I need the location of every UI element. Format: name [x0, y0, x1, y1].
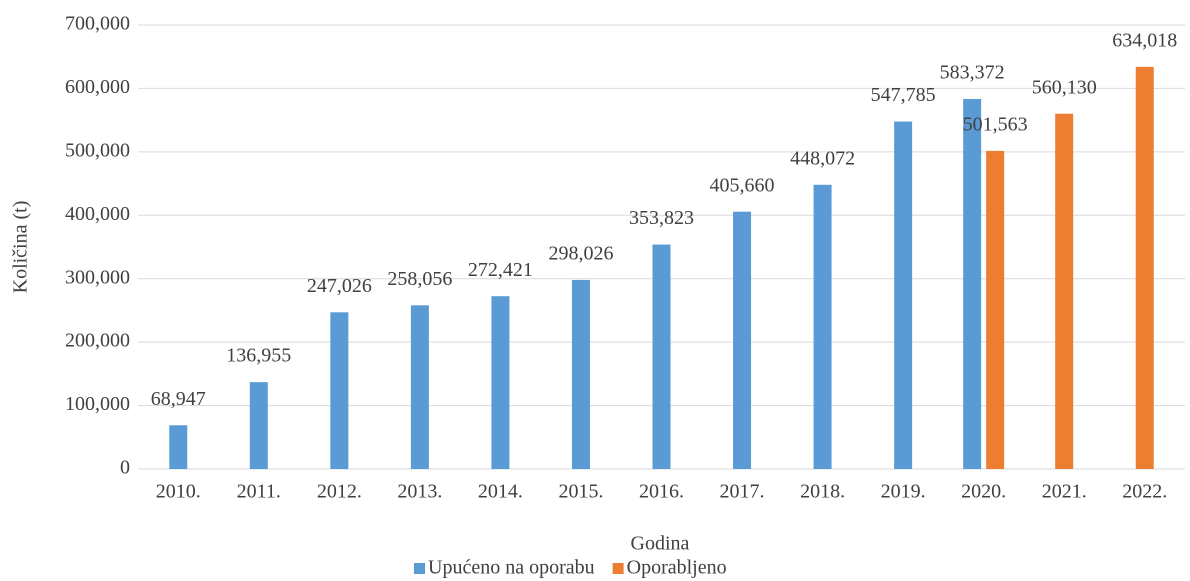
bar: [733, 211, 752, 469]
bar: [330, 312, 349, 469]
value-label: 501,563: [963, 113, 1028, 135]
y-tick-label: 600,000: [65, 76, 130, 98]
bar: [410, 305, 429, 469]
y-tick-label: 300,000: [65, 266, 130, 288]
x-tick-label: 2013.: [397, 481, 442, 503]
bar: [652, 244, 671, 469]
value-label: 247,026: [307, 275, 372, 297]
x-tick-label: 2021.: [1042, 481, 1087, 503]
bar: [491, 296, 510, 469]
y-axis-title: Količina (t): [10, 201, 32, 294]
bar: [813, 184, 832, 470]
y-tick-label: 700,000: [65, 13, 130, 35]
y-tick-label: 500,000: [65, 139, 130, 161]
x-tick-label: 2011.: [237, 481, 281, 503]
x-tick-label: 2016.: [639, 481, 684, 503]
legend-label: Oporabljeno: [627, 557, 727, 579]
y-tick-label: 100,000: [65, 393, 130, 415]
value-label: 272,421: [468, 259, 533, 281]
legend-swatch: [612, 563, 624, 574]
value-label: 258,056: [387, 268, 452, 290]
value-label: 298,026: [548, 243, 613, 265]
x-axis-title: Godina: [631, 533, 690, 555]
bar: [249, 382, 268, 469]
value-label: 547,785: [871, 84, 936, 106]
y-tick-label: 400,000: [65, 203, 130, 225]
x-tick-label: 2017.: [720, 481, 765, 503]
legend-label: Upućeno na oporabu: [428, 557, 595, 579]
value-label: 136,955: [226, 345, 291, 367]
x-tick-label: 2010.: [156, 481, 201, 503]
bar: [1055, 113, 1074, 470]
x-tick-label: 2015.: [558, 481, 603, 503]
y-tick-label: 200,000: [65, 330, 130, 352]
x-tick-label: 2012.: [317, 481, 362, 503]
bar: [571, 279, 590, 469]
value-label: 560,130: [1032, 76, 1097, 98]
x-tick-label: 2019.: [881, 481, 926, 503]
value-label: 583,372: [940, 62, 1005, 84]
x-tick-label: 2018.: [800, 481, 845, 503]
bar: [894, 121, 913, 470]
x-tick-label: 2014.: [478, 481, 523, 503]
x-tick-label: 2022.: [1122, 481, 1167, 503]
bar: [963, 98, 982, 470]
bar: [1135, 66, 1154, 469]
value-label: 68,947: [151, 388, 206, 410]
value-label: 405,660: [710, 174, 775, 196]
bar: [986, 150, 1005, 469]
legend-swatch: [414, 563, 425, 574]
x-tick-label: 2020.: [961, 481, 1006, 503]
y-tick-label: 0: [120, 457, 130, 479]
value-label: 353,823: [629, 207, 694, 229]
value-label: 634,018: [1112, 29, 1177, 51]
value-label: 448,072: [790, 147, 855, 169]
bar: [169, 425, 188, 469]
